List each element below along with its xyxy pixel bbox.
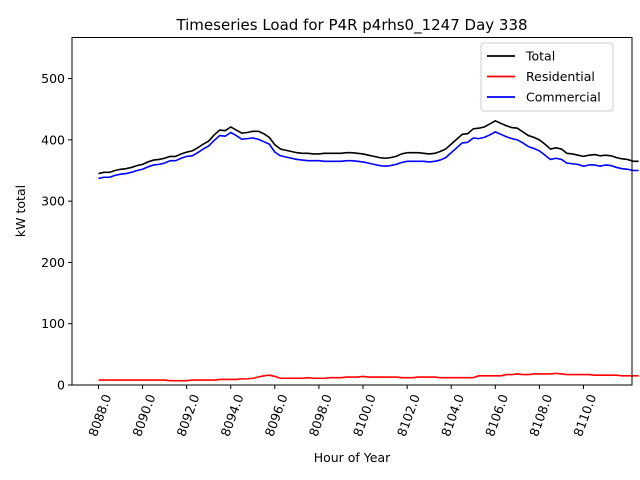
- y-tick-label: 100: [41, 316, 65, 331]
- y-axis-title: kW total: [13, 185, 28, 237]
- legend-label-commercial: Commercial: [526, 90, 601, 105]
- series-line-commercial: [98, 131, 639, 180]
- series-line-total: [98, 120, 639, 175]
- y-tick-label: 500: [41, 71, 65, 86]
- y-tick-label: 400: [41, 132, 65, 147]
- y-axis: 0 100 200 300 400 500: [41, 71, 72, 393]
- legend: Total Residential Commercial: [480, 42, 614, 112]
- legend-label-residential: Residential: [526, 69, 595, 84]
- x-axis-title: Hour of Year: [314, 450, 391, 465]
- y-tick-label: 0: [57, 378, 65, 393]
- y-tick-label: 200: [41, 255, 65, 270]
- series-line-residential: [98, 372, 639, 382]
- series-layer: [98, 120, 639, 382]
- legend-label-total: Total: [525, 49, 555, 64]
- legend-box: [480, 42, 614, 112]
- y-tick-label: 300: [41, 194, 65, 209]
- chart-title: Timeseries Load for P4R p4rhs0_1247 Day …: [175, 16, 527, 35]
- plot-frame: [71, 37, 633, 386]
